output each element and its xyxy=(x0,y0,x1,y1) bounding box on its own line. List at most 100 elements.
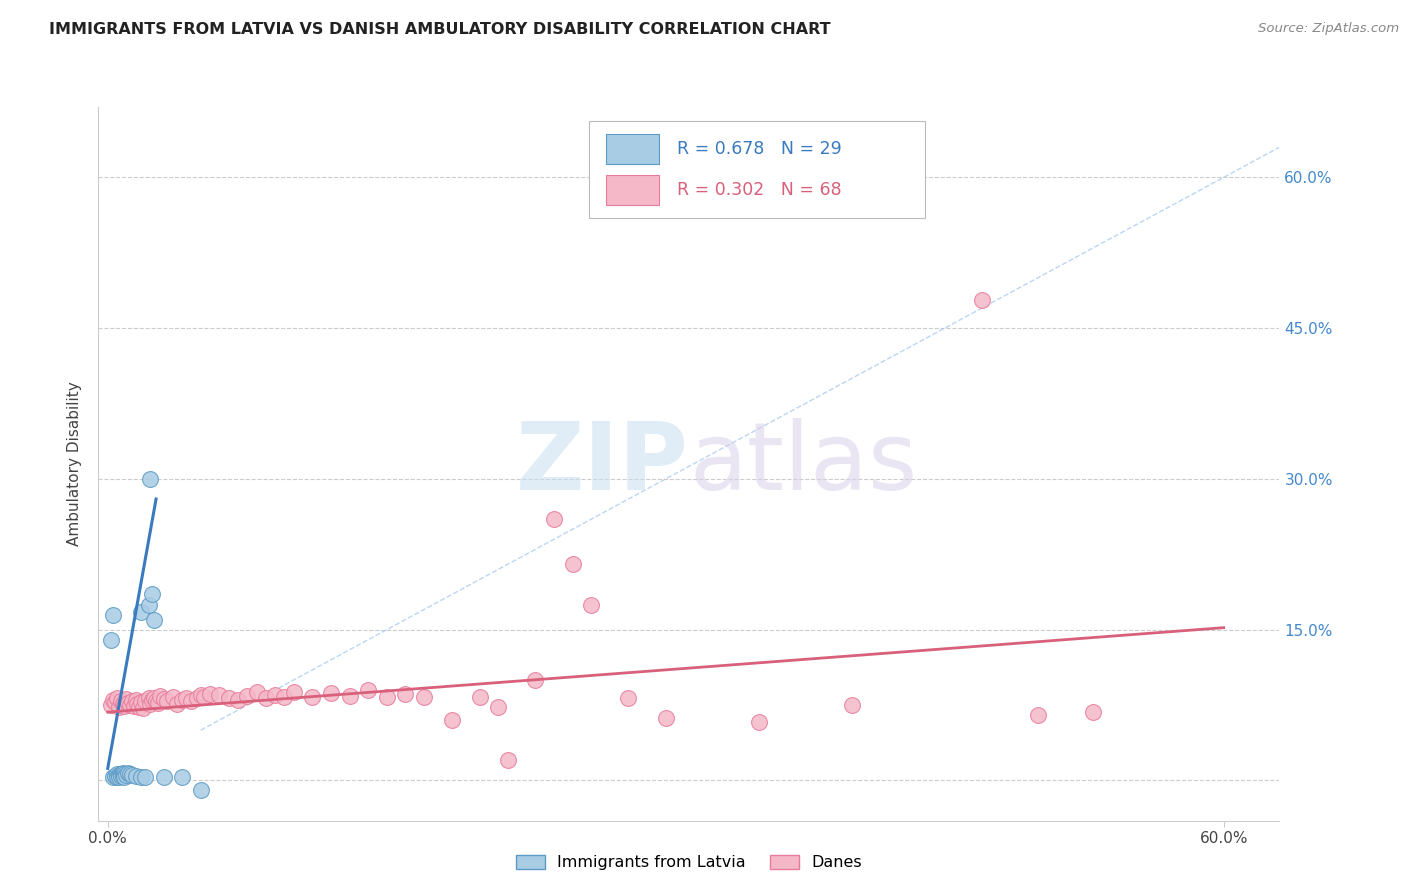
Point xyxy=(103,771,125,785)
Point xyxy=(114,771,136,785)
Point xyxy=(105,771,128,785)
Point xyxy=(104,695,127,709)
Point xyxy=(145,694,167,708)
Point xyxy=(561,558,583,572)
Point xyxy=(143,691,166,706)
Point xyxy=(134,694,156,708)
FancyBboxPatch shape xyxy=(589,121,925,218)
Point xyxy=(104,769,127,783)
Point xyxy=(100,698,122,712)
Point xyxy=(103,607,125,622)
Text: Source: ZipAtlas.com: Source: ZipAtlas.com xyxy=(1258,22,1399,36)
Point xyxy=(468,690,491,704)
Point xyxy=(134,771,156,785)
Legend: Immigrants from Latvia, Danes: Immigrants from Latvia, Danes xyxy=(509,848,869,877)
Point xyxy=(357,683,380,698)
Point xyxy=(139,697,162,711)
Point xyxy=(149,689,172,703)
Point xyxy=(121,694,143,708)
Text: IMMIGRANTS FROM LATVIA VS DANISH AMBULATORY DISABILITY CORRELATION CHART: IMMIGRANTS FROM LATVIA VS DANISH AMBULAT… xyxy=(49,22,831,37)
Point xyxy=(118,767,141,781)
Point xyxy=(141,693,163,707)
Point xyxy=(129,695,152,709)
Point xyxy=(543,512,565,526)
Point xyxy=(124,769,146,783)
Point xyxy=(111,769,134,783)
Point xyxy=(1083,705,1105,719)
Point xyxy=(128,700,150,714)
Point xyxy=(110,694,132,708)
FancyBboxPatch shape xyxy=(606,175,659,205)
Point xyxy=(115,768,138,782)
Point xyxy=(100,632,122,647)
Point xyxy=(617,691,640,706)
Point xyxy=(166,697,188,711)
Point xyxy=(111,766,134,780)
Point xyxy=(319,686,342,700)
Point xyxy=(129,605,152,619)
Point xyxy=(152,771,174,785)
Point xyxy=(152,692,174,706)
Point xyxy=(108,768,131,782)
Point xyxy=(172,771,194,785)
Point xyxy=(129,771,152,785)
Point xyxy=(132,701,155,715)
Point xyxy=(118,698,141,712)
Point xyxy=(108,700,131,714)
Point xyxy=(105,767,128,781)
Point xyxy=(236,689,259,703)
Point xyxy=(412,690,434,704)
Point xyxy=(581,598,603,612)
Point xyxy=(172,693,194,707)
Text: ZIP: ZIP xyxy=(516,417,689,510)
Point xyxy=(114,699,136,714)
Point xyxy=(193,690,215,704)
Text: R = 0.302   N = 68: R = 0.302 N = 68 xyxy=(678,181,842,199)
Point xyxy=(496,753,519,767)
Point xyxy=(273,690,295,704)
Point xyxy=(970,293,993,307)
Text: atlas: atlas xyxy=(689,417,917,510)
Point xyxy=(226,693,249,707)
Text: R = 0.678   N = 29: R = 0.678 N = 29 xyxy=(678,140,842,158)
Point xyxy=(139,472,162,486)
Point xyxy=(1026,708,1049,723)
Point xyxy=(121,768,143,782)
Point xyxy=(301,690,323,704)
Point xyxy=(156,694,179,708)
FancyBboxPatch shape xyxy=(606,134,659,164)
Point xyxy=(122,699,145,714)
Point xyxy=(141,587,163,601)
Point xyxy=(748,715,770,730)
Point xyxy=(283,685,305,699)
Point xyxy=(111,697,134,711)
Point xyxy=(186,691,208,706)
Point xyxy=(143,613,166,627)
Point xyxy=(115,692,138,706)
Point xyxy=(105,691,128,706)
Point xyxy=(174,691,197,706)
Point xyxy=(440,713,463,727)
Point xyxy=(654,711,676,725)
Point xyxy=(162,690,184,704)
Point xyxy=(254,691,277,706)
Point xyxy=(114,767,136,781)
Point xyxy=(138,691,160,706)
Point xyxy=(110,767,132,781)
Point xyxy=(117,766,139,780)
Y-axis label: Ambulatory Disability: Ambulatory Disability xyxy=(67,382,83,546)
Point xyxy=(108,771,131,785)
Point xyxy=(208,688,231,702)
Point xyxy=(339,689,361,703)
Point xyxy=(245,685,267,699)
Point xyxy=(841,698,863,712)
Point xyxy=(198,687,221,701)
Point xyxy=(127,697,149,711)
Point xyxy=(124,693,146,707)
Point xyxy=(524,673,547,687)
Point xyxy=(375,690,398,704)
Point xyxy=(190,688,212,702)
Point xyxy=(146,696,169,710)
Point xyxy=(264,688,287,702)
Point xyxy=(394,687,416,701)
